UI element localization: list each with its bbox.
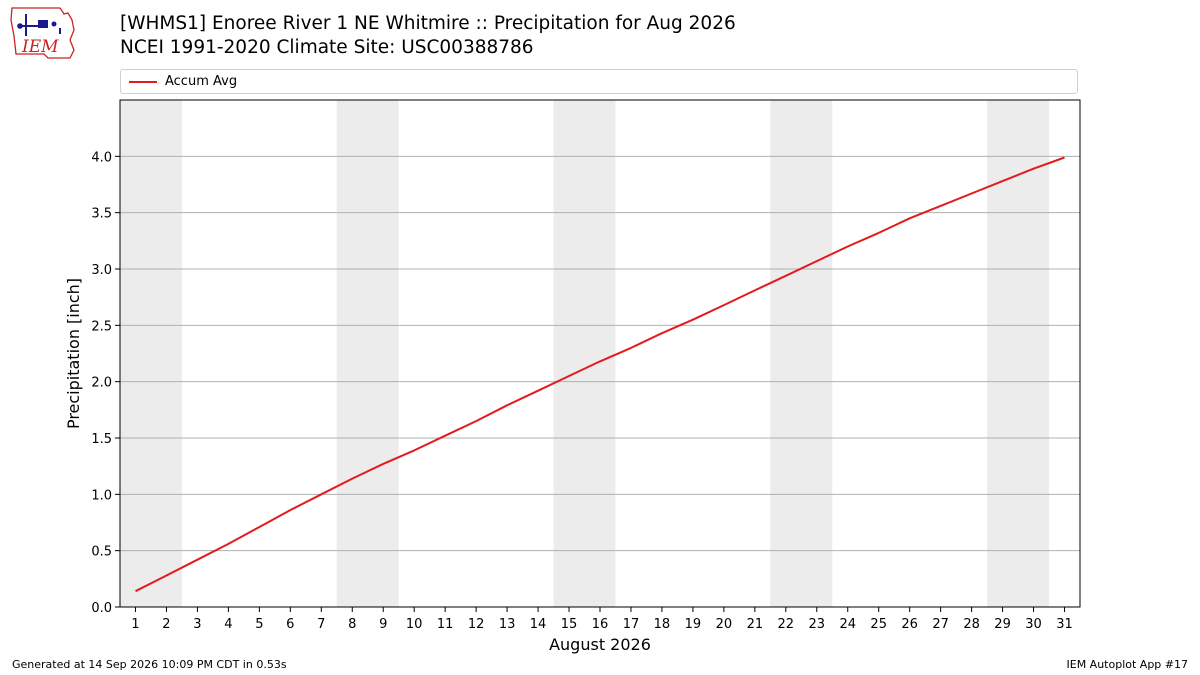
chart-title-line-1: [WHMS1] Enoree River 1 NE Whitmire :: Pr… (120, 13, 736, 34)
x-tick-label: 28 (963, 617, 980, 632)
x-tick-label: 7 (317, 617, 325, 632)
x-tick-label: 14 (530, 617, 547, 632)
legend-swatch-accum-avg (129, 81, 157, 83)
data-point (351, 478, 353, 480)
y-tick-label: 3.0 (91, 263, 112, 278)
weekend-band (553, 100, 616, 607)
x-tick-label: 25 (870, 617, 887, 632)
data-point (1064, 156, 1066, 158)
data-point (816, 260, 818, 262)
weekend-band (120, 100, 182, 607)
y-tick-label: 4.0 (91, 150, 112, 165)
data-point (413, 449, 415, 451)
data-point (599, 360, 601, 362)
x-tick-label: 1 (131, 617, 139, 632)
x-tick-label: 29 (994, 617, 1011, 632)
legend-label-accum-avg: Accum Avg (165, 74, 238, 89)
y-tick-label: 2.0 (91, 376, 112, 391)
x-tick-label: 4 (224, 617, 232, 632)
y-tick-label: 2.5 (91, 319, 112, 334)
data-point (475, 420, 477, 422)
data-point (785, 275, 787, 277)
data-point (661, 332, 663, 334)
data-point (630, 347, 632, 349)
data-point (1002, 180, 1004, 182)
series-layer (134, 156, 1066, 593)
x-tick-label: 20 (716, 617, 733, 632)
data-point (165, 574, 167, 576)
data-point (196, 559, 198, 561)
x-axis-ticks: 1 2 3 4 5 6 7 8 9 10 11 12 13 14 15 16 17 18 19 20 21 22 23 24 2… (131, 607, 1073, 632)
data-point (382, 463, 384, 465)
data-point (940, 205, 942, 207)
y-axis-label: Precipitation [inch] (64, 278, 83, 429)
y-tick-label: 0.5 (91, 545, 112, 560)
y-tick-label: 3.5 (91, 207, 112, 222)
x-tick-label: 6 (286, 617, 294, 632)
x-tick-label: 31 (1056, 617, 1073, 632)
weekend-band (770, 100, 833, 607)
series-line-accum-avg (135, 156, 1065, 593)
x-tick-label: 11 (437, 617, 454, 632)
data-point (909, 217, 911, 219)
data-point (320, 493, 322, 495)
y-tick-label: 1.5 (91, 432, 112, 447)
x-tick-label: 16 (592, 617, 609, 632)
footer-app-id: IEM Autoplot App #17 (1066, 658, 1189, 671)
x-tick-label: 8 (348, 617, 356, 632)
data-point (227, 543, 229, 545)
x-tick-label: 26 (901, 617, 918, 632)
x-tick-label: 2 (162, 617, 170, 632)
y-axis-ticks: 0.0 0.5 1.0 1.5 2.0 2.5 3.0 3.5 4.0 (91, 150, 120, 616)
iem-logo-text: IEM (21, 37, 59, 57)
data-point (568, 375, 570, 377)
iem-logo-icon: IEM (10, 7, 75, 59)
data-point (537, 390, 539, 392)
x-tick-label: 12 (468, 617, 485, 632)
x-tick-label: 3 (193, 617, 201, 632)
footer-generated-note: Generated at 14 Sep 2026 10:09 PM CDT in… (12, 658, 287, 671)
data-point (444, 435, 446, 437)
x-tick-label: 30 (1025, 617, 1042, 632)
data-point (258, 526, 260, 528)
chart-title-line-2: NCEI 1991-2020 Climate Site: USC00388786 (120, 37, 534, 58)
data-point (692, 319, 694, 321)
x-tick-label: 17 (623, 617, 640, 632)
x-axis-label: August 2026 (549, 635, 651, 654)
x-tick-label: 19 (685, 617, 702, 632)
legend: Accum Avg (120, 69, 1078, 94)
x-tick-label: 10 (406, 617, 423, 632)
y-tick-label: 0.0 (91, 601, 112, 616)
weekend-band (336, 100, 399, 607)
weekend-bands (120, 100, 1050, 607)
x-tick-label: 27 (932, 617, 949, 632)
x-tick-label: 9 (379, 617, 387, 632)
x-tick-label: 24 (839, 617, 856, 632)
data-point (506, 404, 508, 406)
x-tick-label: 21 (747, 617, 764, 632)
x-tick-label: 5 (255, 617, 263, 632)
data-point (971, 193, 973, 195)
x-tick-label: 13 (499, 617, 516, 632)
weekend-band (987, 100, 1050, 607)
x-tick-label: 18 (654, 617, 671, 632)
y-tick-label: 1.0 (91, 488, 112, 503)
x-tick-label: 23 (809, 617, 826, 632)
data-point (754, 289, 756, 291)
y-gridlines (120, 155, 1080, 608)
data-point (847, 245, 849, 247)
data-point (1033, 168, 1035, 170)
x-tick-label: 15 (561, 617, 578, 632)
data-point (134, 590, 136, 592)
x-tick-label: 22 (778, 617, 795, 632)
data-point (289, 509, 291, 511)
data-point (723, 304, 725, 306)
data-point (878, 232, 880, 234)
